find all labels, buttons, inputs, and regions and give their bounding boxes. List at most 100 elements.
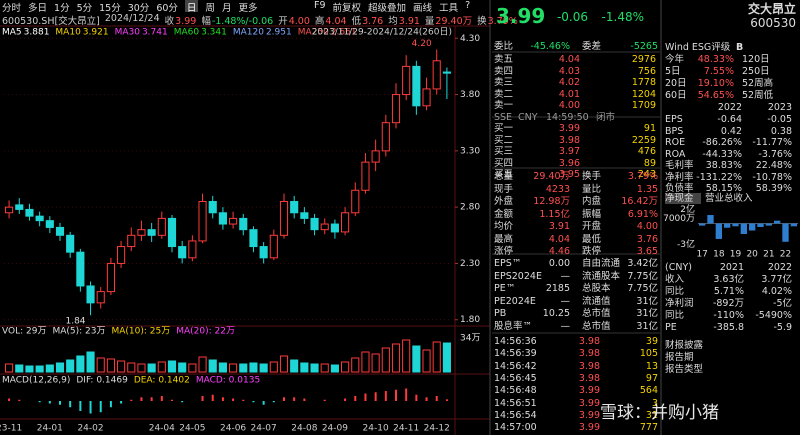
tool-button[interactable]: F9	[314, 0, 326, 11]
panel-text: 31亿	[636, 320, 658, 332]
panel-text: -5.9	[773, 322, 792, 333]
panel-text: 2259	[631, 134, 656, 146]
panel-text: ROE	[665, 137, 686, 148]
tool-button[interactable]: 工具	[439, 3, 459, 14]
candle-body	[432, 60, 441, 90]
panel-text: 250日	[742, 66, 770, 77]
quote-value: 3.91	[398, 16, 420, 27]
panel-text: 4.46	[548, 246, 570, 257]
panel-text: 3.99	[496, 4, 546, 28]
candle-body	[198, 201, 207, 242]
mini-x-label: 18	[713, 250, 725, 260]
ma-name: MA250	[298, 28, 329, 38]
panel-text: 120日	[742, 54, 770, 65]
panel-text: 买四	[494, 157, 514, 169]
tool-button[interactable]: 超级叠加	[368, 3, 407, 14]
ma-value: 3.741	[142, 28, 168, 38]
volume-bar	[218, 362, 227, 373]
x-tick-label: 24-06	[220, 424, 246, 434]
panel-text: 同比	[665, 286, 685, 297]
watermark: 雪球：并购小猪	[600, 403, 719, 423]
panel-text: 毛利率	[665, 160, 694, 171]
panel-text: 39	[645, 336, 658, 347]
mini-bar	[699, 223, 706, 226]
candle-body	[96, 291, 105, 304]
quote-value: -1.48%/-0.06	[211, 16, 274, 27]
period-tab[interactable]: 更多	[238, 3, 258, 14]
panel-text: 243	[637, 169, 656, 180]
period-tab[interactable]: 月	[221, 3, 232, 14]
volume-bar	[25, 365, 34, 373]
panel-text: 今年	[665, 54, 685, 65]
panel-text: 3.99	[578, 409, 600, 421]
candle-body	[157, 217, 166, 236]
volume-bar	[117, 360, 126, 373]
mini-x-label: 17	[696, 250, 707, 260]
panel-text: -3.76%	[758, 148, 792, 160]
quote-value: 4.00	[288, 16, 310, 27]
volume-bar	[412, 345, 421, 373]
quote-value: 3.99	[175, 16, 197, 27]
panel-text: -892万	[712, 298, 744, 309]
quote-item: 开4.00	[278, 13, 310, 27]
volume-bar	[178, 362, 187, 373]
mini-bar	[757, 223, 764, 227]
tool-button[interactable]: ?	[465, 0, 471, 11]
panel-text: -1.48%	[601, 10, 644, 24]
price-annotation: 1.84	[65, 317, 85, 327]
panel-text: 13	[645, 360, 658, 372]
panel-text: 0.42	[720, 125, 742, 137]
panel-text: 3.98	[558, 134, 580, 146]
panel-text: -44.33%	[702, 148, 742, 160]
panel-text: 564	[639, 385, 658, 397]
tool-button[interactable]: 画线	[413, 3, 433, 14]
period-tab[interactable]: 日	[184, 0, 199, 14]
panel-text: 2976	[631, 54, 656, 65]
ma-value: 3.921	[83, 28, 109, 38]
panel-text: 卖五	[494, 54, 514, 65]
y-tick-label: 2.30	[460, 259, 480, 269]
mini-bar	[732, 223, 739, 227]
volume-bar	[341, 361, 350, 373]
panel-text: 1204	[631, 88, 656, 100]
panel-text: 外盘	[494, 196, 514, 207]
panel-text: 3.98	[578, 348, 600, 360]
volume-legend: MA(10): 25万	[111, 327, 170, 337]
candle-body	[127, 234, 136, 248]
panel-text: 卖二	[494, 88, 514, 100]
period-tab[interactable]: 15分	[99, 3, 121, 14]
x-tick-label: 24-11	[393, 424, 419, 434]
period-tab[interactable]: 1分	[54, 3, 70, 14]
panel-text: —	[560, 295, 571, 307]
panel-text: -0.05	[767, 114, 792, 125]
volume-bar	[320, 363, 329, 373]
x-tick-label: 24-10	[363, 424, 389, 434]
period-tab[interactable]: 30分	[127, 3, 150, 14]
candle-body	[290, 201, 299, 214]
panel-text: 财报披露	[665, 340, 704, 351]
panel-text: 12.98万	[533, 196, 570, 207]
panel-text: 14:56:51	[494, 397, 537, 409]
tool-button[interactable]: 前复权	[332, 3, 362, 14]
volume-bar	[198, 356, 207, 373]
ma-name: MA5	[2, 28, 22, 38]
period-tab[interactable]: 60分	[156, 3, 178, 14]
period-tab[interactable]: 5分	[76, 3, 93, 14]
period-tab[interactable]: 分时	[2, 3, 22, 14]
panel-text: 29.40万	[533, 171, 570, 182]
candle-body	[402, 65, 411, 96]
volume-bar	[402, 339, 411, 373]
candle-body	[310, 217, 319, 231]
panel-text: 卖三	[494, 77, 514, 88]
period-tab[interactable]: 周	[205, 3, 215, 14]
volume-bar	[351, 357, 360, 373]
panel-text: 买一	[494, 123, 514, 134]
volume-legend: MA(20): 22万	[176, 327, 235, 337]
panel-text: 22.48%	[755, 160, 792, 171]
panel-text: 600530	[750, 16, 796, 30]
panel-text: 52周高	[742, 78, 774, 89]
y-tick-label: 3.80	[460, 90, 480, 100]
period-tab[interactable]: 多日	[28, 3, 48, 14]
